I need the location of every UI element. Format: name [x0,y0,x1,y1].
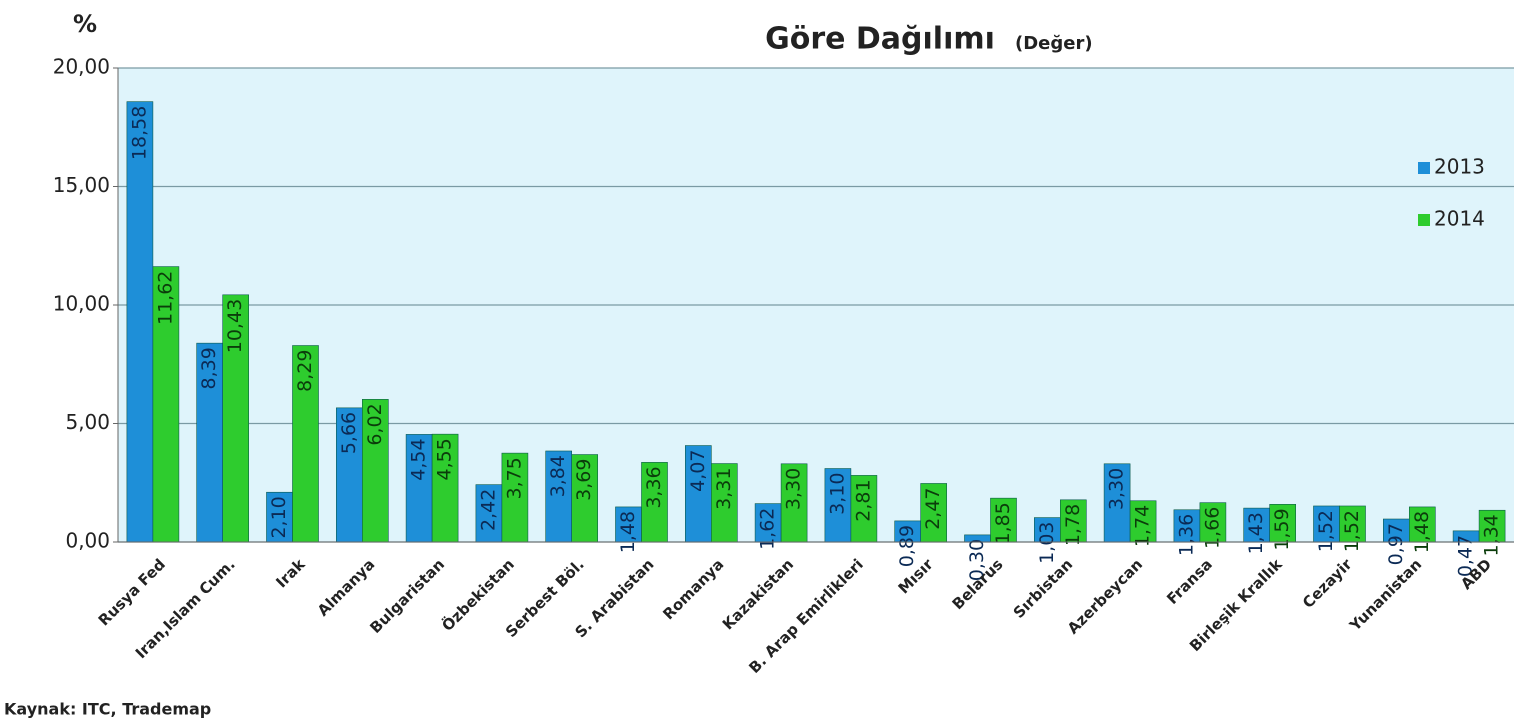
y-tick-label: 5,00 [65,410,110,434]
bar [571,454,599,543]
legend-swatch [1418,162,1430,174]
x-tick-label: Sırbistan [1010,555,1077,622]
data-label: 8,39 [198,347,220,389]
data-label: 4,55 [434,438,456,480]
data-label: 2,10 [268,496,290,538]
x-tick-label: Azerbeycan [1064,555,1146,637]
data-label: 1,74 [1132,505,1154,547]
data-label: 3,75 [503,457,525,499]
bar [1478,509,1506,543]
x-tick-label: Fransa [1163,555,1216,608]
data-label: 1,66 [1201,507,1223,549]
data-label: 3,10 [826,473,848,515]
data-label: 2,47 [922,487,944,529]
data-label: 1,52 [1315,510,1337,552]
bar [615,506,642,543]
data-label: 1,43 [1245,512,1267,554]
bar [1129,500,1157,543]
x-tick-label: Romanya [659,555,727,623]
legend-label: 2014 [1434,207,1485,231]
data-label: 0,30 [966,539,988,581]
data-label: 3,30 [1106,468,1128,510]
x-tick-label: Almanya [314,555,378,619]
data-label: 3,36 [643,466,665,508]
data-label: 1,48 [617,511,639,553]
data-label: 1,59 [1271,508,1293,550]
data-label: 1,48 [1411,511,1433,553]
y-axis-label: % [73,10,97,38]
data-label: 6,02 [364,403,386,445]
x-tick-label: Özbekistan [438,555,518,635]
bar [850,475,878,543]
data-label: 3,30 [783,468,805,510]
bar [361,399,389,543]
data-label: 18,58 [128,106,150,160]
y-tick-label: 20,00 [53,55,110,79]
x-tick-label: Yunanistan [1345,555,1425,635]
bar [126,101,154,543]
data-label: 0,47 [1455,535,1477,577]
bar [1339,505,1366,543]
data-label: 0,89 [896,525,918,567]
x-tick-label: Bulgaristan [366,555,448,637]
data-label: 8,29 [294,350,316,392]
data-label: 11,62 [154,271,176,325]
data-label: 1,36 [1175,514,1197,556]
bar [501,452,529,543]
bar [431,433,459,543]
bar [1313,505,1340,543]
x-tick-label: Cezayir [1299,555,1356,612]
y-tick-label: 0,00 [65,529,110,553]
y-tick-label: 10,00 [53,292,110,316]
data-label: 1,03 [1036,522,1058,564]
data-label: 3,69 [573,459,595,501]
bar [684,445,712,543]
data-label: 1,62 [757,508,779,550]
bar [152,266,180,543]
bar [1173,509,1201,543]
bar [780,463,808,543]
data-label: 2,42 [477,489,499,531]
bar [1269,504,1296,543]
bar [710,463,738,543]
data-label: 1,78 [1062,504,1084,546]
data-label: 0,97 [1385,523,1407,565]
data-label: 4,54 [408,438,430,480]
bar [990,497,1017,543]
bar [754,503,782,543]
bar [405,434,433,543]
data-label: 2,81 [852,479,874,521]
legend-swatch [1418,214,1430,226]
data-label: 3,84 [547,455,569,497]
y-tick-label: 15,00 [53,173,110,197]
chart-subtitle: (Değer) [1015,33,1093,54]
x-tick-label: Rusya Fed [95,555,169,629]
data-label: 1,34 [1481,514,1503,556]
bar [292,345,319,543]
bar [920,483,948,543]
legend-label: 2013 [1434,155,1485,179]
bar [222,294,249,543]
bar [641,462,668,543]
data-label: 3,31 [713,468,735,510]
x-tick-label: B. Arap Emirlikleri [745,555,867,677]
chart-title: Göre Dağılımı [765,22,995,57]
x-tick-label: Kazakistan [719,555,797,633]
data-label: 10,43 [224,299,246,353]
data-label: 4,07 [687,450,709,492]
data-label: 5,66 [338,412,360,454]
source: Kaynak: ITC, Trademap [4,700,211,718]
data-label: 1,52 [1341,510,1363,552]
bar [1409,506,1436,543]
x-tick-label: Irak [272,555,309,592]
bar [335,407,363,543]
data-label: 1,85 [992,502,1014,544]
